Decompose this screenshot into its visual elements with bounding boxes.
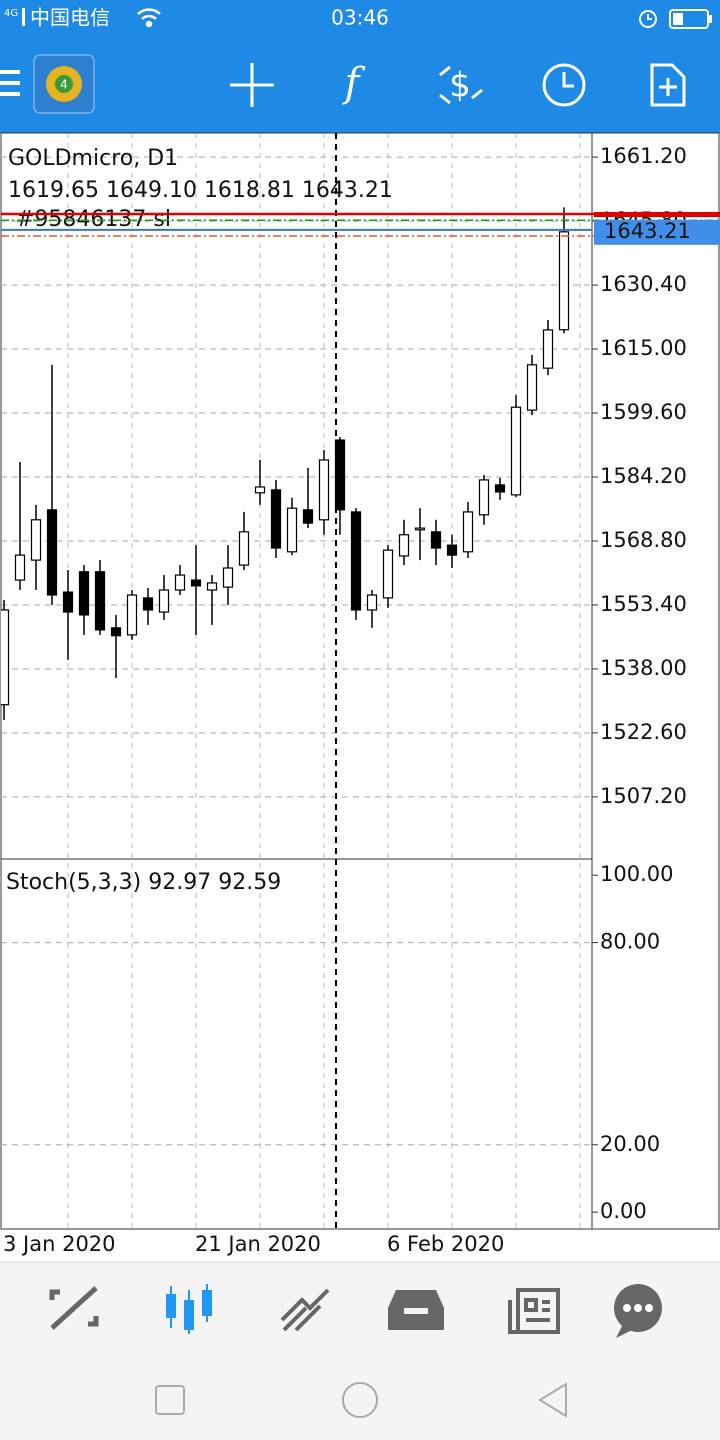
- candle-body: [494, 484, 506, 493]
- candle-body: [110, 627, 122, 637]
- level-tag: [594, 212, 720, 218]
- candle-body: [366, 594, 378, 611]
- x-tick-label: 3 Jan 2020: [3, 1232, 116, 1256]
- carrier: 中国电信: [30, 6, 110, 30]
- clock: 03:46: [331, 6, 389, 30]
- y-tick-label: 20.00: [600, 1132, 660, 1156]
- candle-body: [62, 591, 74, 613]
- candle-body: [302, 509, 314, 524]
- signal-icon: [22, 8, 25, 26]
- candle-body: [238, 531, 250, 566]
- candle-body: [350, 511, 362, 611]
- bottom-bar: [0, 1262, 720, 1440]
- price-tag-label: 1643.21: [604, 219, 691, 243]
- candle-body: [382, 549, 394, 599]
- history-tab[interactable]: [388, 1290, 444, 1330]
- oscillator-value: 92.59: [218, 870, 281, 895]
- candle-body: [478, 479, 490, 516]
- trade-button[interactable]: $: [439, 66, 483, 106]
- candle-body: [222, 567, 234, 588]
- oscillator-title: Stoch(5,3,3) 92.97 92.59: [6, 870, 281, 895]
- y-tick-label: 0.00: [600, 1199, 647, 1223]
- candle-body: [254, 486, 266, 494]
- candle-body: [94, 571, 106, 631]
- ohlc: 1619.65 1649.10 1618.81 1643.21: [8, 178, 393, 203]
- candle-body: [398, 534, 410, 557]
- candle-body: [446, 544, 458, 556]
- alarm-icon: [639, 10, 657, 28]
- y-tick-label: 1568.80: [600, 528, 687, 552]
- crosshair-button[interactable]: [230, 63, 274, 107]
- candle-body: [270, 489, 282, 549]
- candle-body: [542, 329, 554, 369]
- plot: [1, 207, 570, 721]
- oscillator-value: 92.97: [148, 870, 211, 895]
- y-tick-label: 1553.40: [600, 592, 687, 616]
- candle-body: [510, 406, 522, 496]
- chart-tab[interactable]: [166, 1284, 212, 1334]
- y-tick-label: 1584.20: [600, 464, 687, 488]
- header-bg: [0, 0, 720, 133]
- oscillator-panel: 100.00 80.00 20.00 0.00 Stoch(5,3,3) 92.97 9…: [1, 862, 673, 1223]
- y-tick-label: 1630.40: [600, 272, 687, 296]
- candle-body: [558, 231, 570, 331]
- candle-body: [174, 574, 186, 591]
- news-tab[interactable]: [508, 1288, 560, 1334]
- candle-body: [462, 511, 474, 553]
- candle-body: [1, 609, 10, 706]
- nav-home[interactable]: [342, 1382, 378, 1418]
- price-tag: [594, 219, 720, 245]
- candle-body: [126, 594, 138, 636]
- nav-back[interactable]: [538, 1382, 567, 1418]
- candle-body: [14, 554, 26, 581]
- v-grid: [67, 133, 581, 1228]
- nav-recent[interactable]: [155, 1385, 185, 1415]
- wifi-icon: [137, 8, 161, 28]
- quotes-tab[interactable]: [49, 1286, 99, 1330]
- candle-body: [286, 507, 298, 553]
- candle-body: [414, 527, 426, 531]
- y-tick-label: 1538.00: [600, 656, 687, 680]
- candle-body: [142, 597, 154, 611]
- candle-body: [206, 582, 218, 591]
- x-tick-label: 21 Jan 2020: [195, 1232, 321, 1256]
- menu-button[interactable]: [0, 70, 20, 96]
- battery-icon: [669, 9, 712, 29]
- candle-body: [158, 589, 170, 613]
- candle-body: [526, 364, 538, 411]
- period-button[interactable]: [542, 63, 586, 107]
- candle-body: [318, 459, 330, 521]
- candle-body: [30, 519, 42, 561]
- x-tick-label: 6 Feb 2020: [387, 1232, 504, 1256]
- app-logo[interactable]: 4: [33, 54, 95, 114]
- chat-tab[interactable]: [614, 1284, 662, 1338]
- symbol: GOLDmicro, D1: [8, 146, 178, 171]
- chart-frame: [0, 132, 720, 1230]
- y-tick-label: 1522.60: [600, 720, 687, 744]
- svg-text:4: 4: [60, 78, 68, 92]
- y-tick-label: 1599.60: [600, 400, 687, 424]
- y-tick-label: 100.00: [600, 862, 673, 886]
- candle-body: [46, 509, 58, 596]
- y-tick-label: 1507.20: [600, 784, 687, 808]
- candle-body: [78, 571, 90, 616]
- trade-tab[interactable]: [280, 1288, 330, 1332]
- svg-text:$: $: [449, 66, 471, 106]
- y-tick-label: 1615.00: [600, 336, 687, 360]
- y-tick-label: 1661.20: [600, 144, 687, 168]
- template-button[interactable]: [650, 63, 686, 107]
- oscillator-value: Stoch(5,3,3): [6, 870, 141, 895]
- candle-body: [190, 579, 202, 587]
- network: 4G: [4, 8, 18, 19]
- candle-body: [430, 531, 442, 549]
- y-tick-label: 80.00: [600, 930, 660, 954]
